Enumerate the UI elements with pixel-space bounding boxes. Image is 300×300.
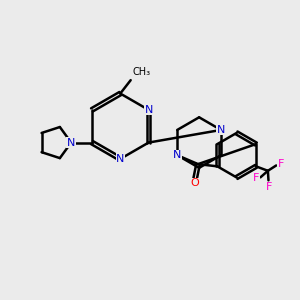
Text: N: N <box>67 138 75 148</box>
Text: O: O <box>191 178 200 188</box>
Text: F: F <box>253 173 260 183</box>
Text: N: N <box>144 105 153 115</box>
Text: CH₃: CH₃ <box>132 67 150 77</box>
Text: F: F <box>266 182 273 192</box>
Text: N: N <box>217 125 225 135</box>
Text: F: F <box>278 159 284 169</box>
Text: N: N <box>173 150 182 160</box>
Text: N: N <box>116 154 124 164</box>
